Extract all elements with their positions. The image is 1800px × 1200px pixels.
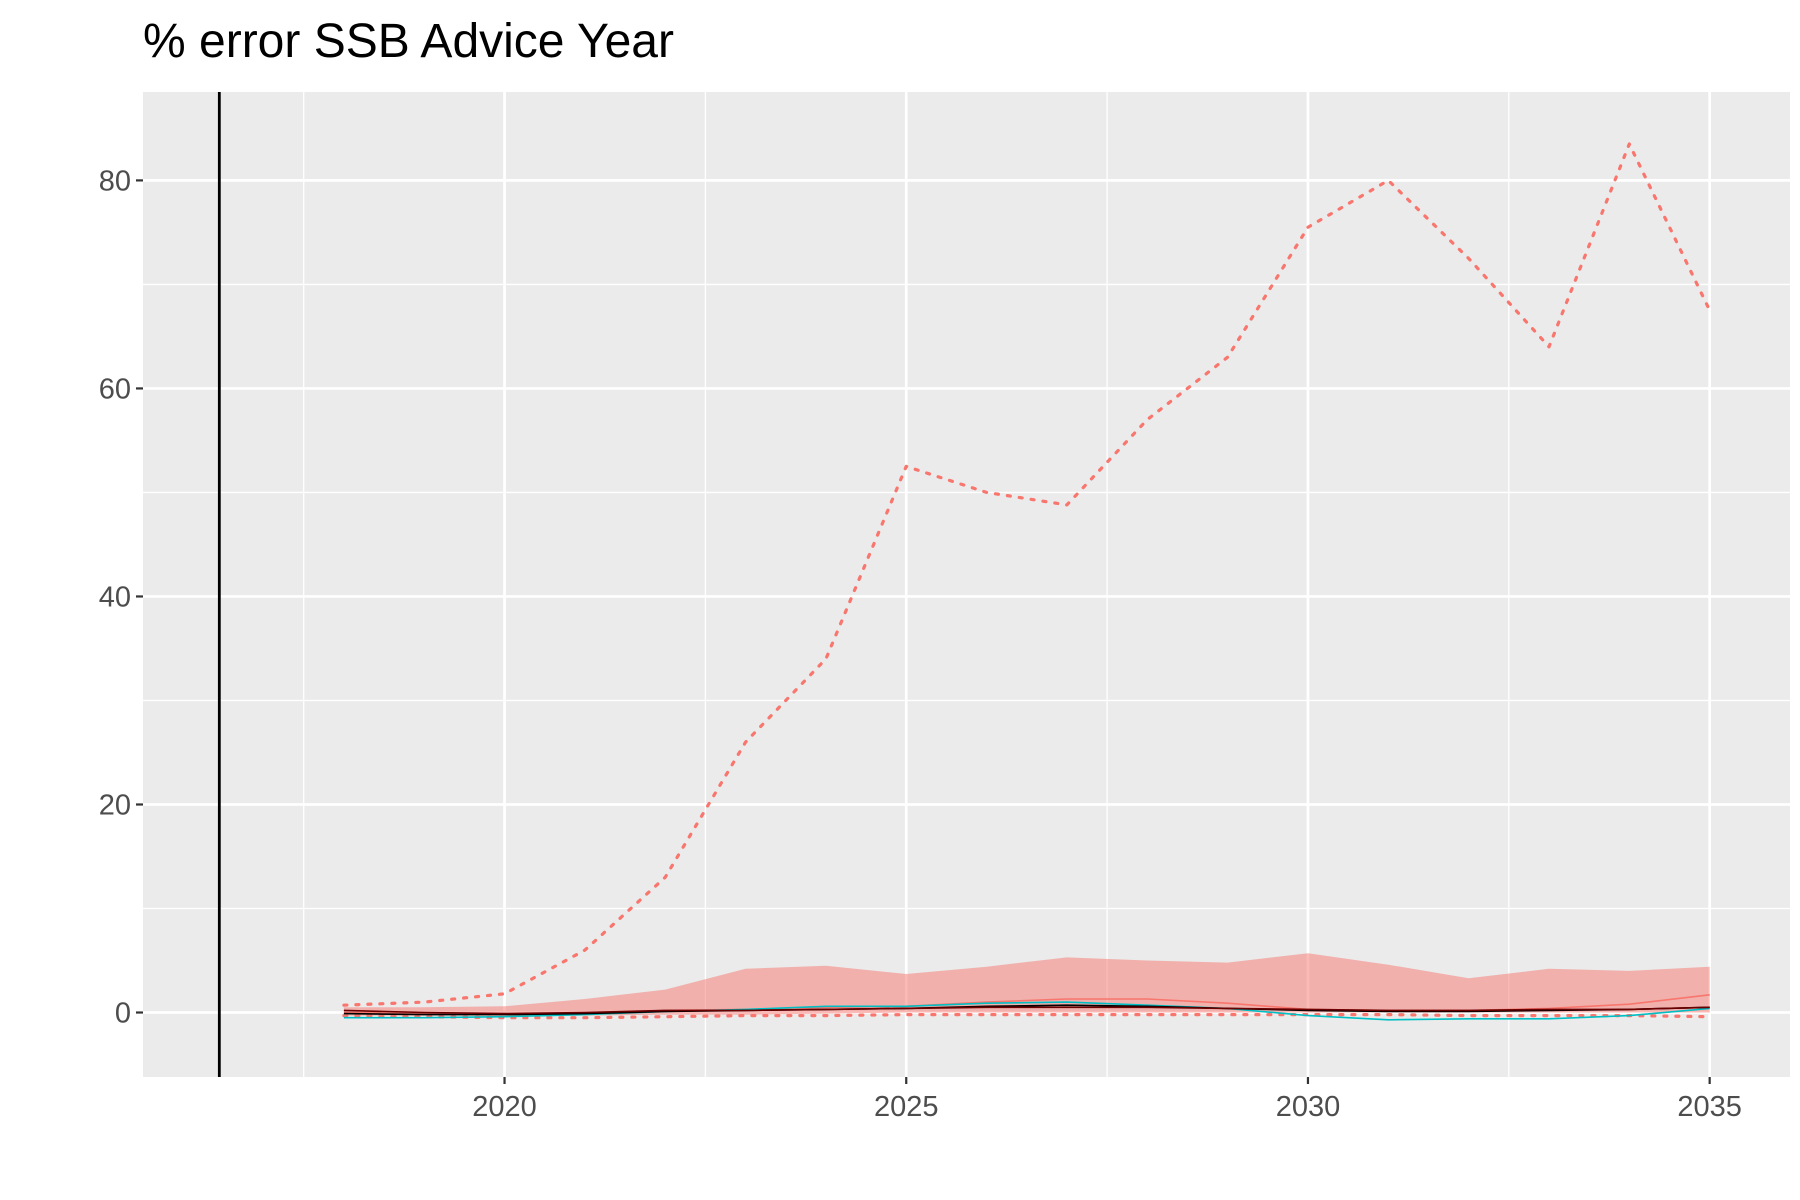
major-gridlines xyxy=(143,92,1790,1077)
confidence-band xyxy=(343,953,1710,1016)
minor-gridlines xyxy=(143,92,1790,1077)
y-axis: 0 20 40 60 80 xyxy=(99,165,143,1030)
series-line-4 xyxy=(343,1001,1710,1021)
y-tick-label: 40 xyxy=(99,581,131,613)
y-tick-label: 80 xyxy=(99,165,131,197)
x-tick-label: 2030 xyxy=(1276,1091,1341,1123)
chart-title: % error SSB Advice Year xyxy=(143,15,674,68)
x-axis: 2020 2025 2030 2035 xyxy=(472,1077,1742,1123)
confidence-bands xyxy=(343,953,1710,1016)
x-tick-label: 2035 xyxy=(1677,1091,1742,1123)
y-tick-label: 60 xyxy=(99,373,131,405)
series-line-2 xyxy=(342,1012,1712,1020)
plot-panel xyxy=(143,92,1790,1077)
x-tick-label: 2020 xyxy=(472,1091,537,1123)
series-line-5 xyxy=(343,1004,1710,1016)
x-tick-label: 2025 xyxy=(874,1091,939,1123)
y-tick-label: 20 xyxy=(99,789,131,821)
series-lines xyxy=(342,142,1712,1021)
y-tick-label: 0 xyxy=(115,998,131,1030)
series-line-6 xyxy=(343,1006,1710,1015)
